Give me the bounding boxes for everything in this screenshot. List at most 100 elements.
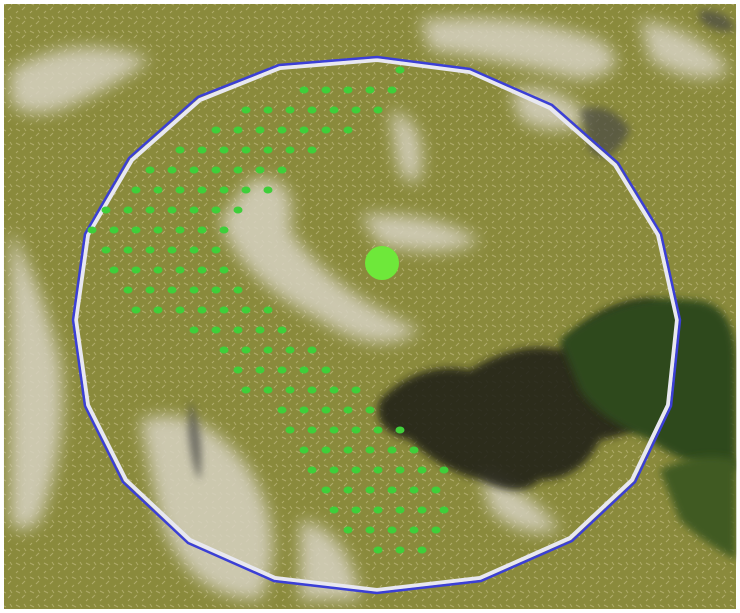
marker-dot <box>189 286 199 294</box>
tree-canopy <box>660 456 736 560</box>
marker-dot <box>123 246 133 254</box>
marker-dot <box>351 106 361 114</box>
marker-dot <box>395 66 405 74</box>
marker-dot <box>285 346 295 354</box>
marker-dot <box>167 286 177 294</box>
marker-dot <box>197 306 207 314</box>
marker-dot <box>241 186 251 194</box>
marker-dot <box>365 86 375 94</box>
marker-dot <box>395 466 405 474</box>
marker-dot <box>321 446 331 454</box>
marker-dot <box>373 506 383 514</box>
marker-dot <box>387 486 397 494</box>
marker-dot <box>299 366 309 374</box>
marker-dot <box>329 506 339 514</box>
marker-dot <box>219 226 229 234</box>
marker-dot <box>321 406 331 414</box>
marker-dot <box>131 226 141 234</box>
marker-dot <box>233 366 243 374</box>
marker-dot <box>307 106 317 114</box>
marker-dot <box>365 526 375 534</box>
marker-dot <box>409 486 419 494</box>
marker-dot <box>145 286 155 294</box>
marker-dot <box>395 546 405 554</box>
marker-dot <box>211 326 221 334</box>
brush-outline-inner <box>73 57 680 593</box>
marker-dot <box>153 186 163 194</box>
marker-dot <box>153 306 163 314</box>
marker-dot <box>417 506 427 514</box>
rock-patches <box>10 17 730 600</box>
marker-dot <box>211 246 221 254</box>
marker-dot <box>175 266 185 274</box>
marker-dot <box>277 126 287 134</box>
marker-dot <box>351 506 361 514</box>
marker-dot <box>343 126 353 134</box>
marker-dot <box>153 226 163 234</box>
marker-dot <box>343 406 353 414</box>
marker-dot <box>233 126 243 134</box>
marker-dot <box>329 106 339 114</box>
marker-dot <box>387 446 397 454</box>
marker-dot <box>343 486 353 494</box>
marker-dot <box>189 246 199 254</box>
marker-dot <box>197 186 207 194</box>
marker-dot <box>263 146 273 154</box>
marker-dot <box>167 166 177 174</box>
marker-dot <box>285 146 295 154</box>
marker-dot <box>365 406 375 414</box>
marker-dot <box>189 206 199 214</box>
marker-dot <box>409 526 419 534</box>
marker-dot <box>321 126 331 134</box>
marker-dot <box>145 246 155 254</box>
marker-dot <box>299 126 309 134</box>
marker-dot <box>387 526 397 534</box>
marker-dot <box>211 126 221 134</box>
marker-dot <box>255 166 265 174</box>
marker-dot <box>131 266 141 274</box>
marker-dot <box>321 86 331 94</box>
marker-dot <box>343 86 353 94</box>
marker-dot <box>299 86 309 94</box>
marker-dot <box>233 326 243 334</box>
marker-dot <box>241 386 251 394</box>
marker-dot <box>145 166 155 174</box>
marker-dot <box>145 206 155 214</box>
marker-dot <box>233 206 243 214</box>
marker-dot <box>439 466 449 474</box>
marker-dot <box>351 386 361 394</box>
marker-dot <box>285 426 295 434</box>
marker-dot <box>255 366 265 374</box>
marker-dot <box>109 226 119 234</box>
marker-dot <box>263 186 273 194</box>
marker-dot <box>307 346 317 354</box>
marker-dot <box>431 486 441 494</box>
marker-dot <box>365 446 375 454</box>
marker-dot <box>395 426 405 434</box>
marker-dot <box>329 466 339 474</box>
marker-dot <box>343 526 353 534</box>
marker-dot <box>101 246 111 254</box>
placement-markers <box>87 66 449 554</box>
marker-dot <box>219 266 229 274</box>
marker-dot <box>87 226 97 234</box>
marker-dot <box>219 346 229 354</box>
marker-dot <box>277 366 287 374</box>
marker-dot <box>263 106 273 114</box>
marker-dot <box>277 166 287 174</box>
marker-dot <box>307 386 317 394</box>
marker-dot <box>211 206 221 214</box>
marker-dot <box>307 426 317 434</box>
marker-dot <box>197 146 207 154</box>
marker-dot <box>277 406 287 414</box>
marker-dot <box>233 166 243 174</box>
marker-dot <box>263 386 273 394</box>
marker-dot <box>241 306 251 314</box>
marker-dot <box>299 406 309 414</box>
marker-dot <box>219 306 229 314</box>
marker-dot <box>241 146 251 154</box>
marker-dot <box>329 386 339 394</box>
marker-dot <box>241 346 251 354</box>
marker-dot <box>197 266 207 274</box>
